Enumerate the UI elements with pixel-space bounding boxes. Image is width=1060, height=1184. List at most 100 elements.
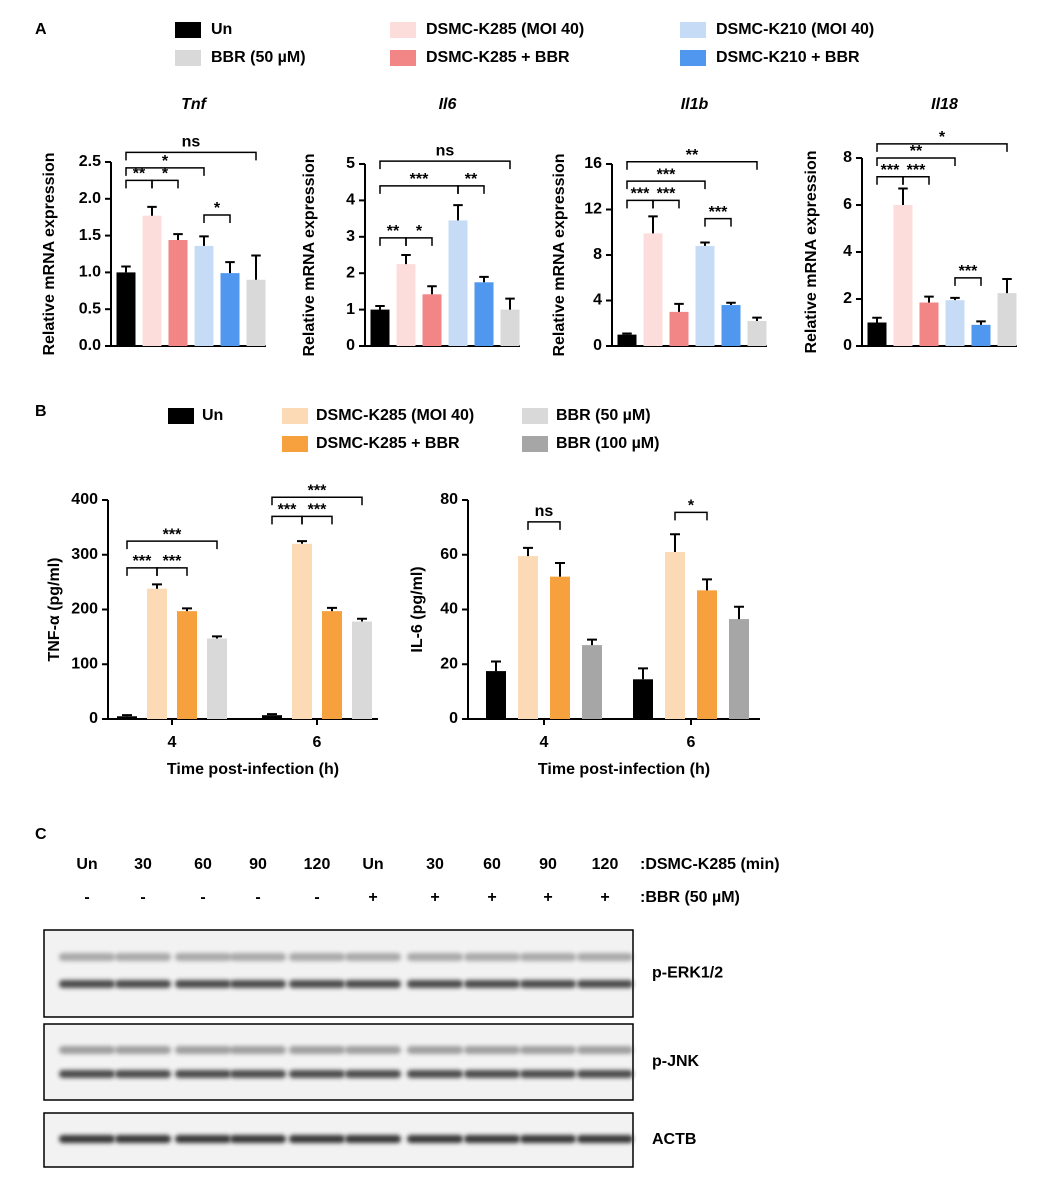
error-bar bbox=[1002, 278, 1012, 294]
legend-label: BBR (50 µM) bbox=[211, 49, 306, 66]
legend-label: DSMC-K210 (MOI 40) bbox=[716, 21, 874, 38]
error-bar bbox=[479, 275, 489, 283]
bar bbox=[168, 240, 188, 346]
blot-band bbox=[289, 1070, 345, 1078]
error-bar bbox=[427, 285, 437, 295]
bar bbox=[207, 638, 227, 719]
blot-label: p-ERK1/2 bbox=[652, 965, 723, 982]
blot-band bbox=[520, 1070, 576, 1078]
bar bbox=[919, 302, 939, 346]
significance-bracket bbox=[876, 157, 956, 166]
legend-label: DSMC-K285 (MOI 40) bbox=[426, 21, 584, 38]
blot-band bbox=[59, 1070, 115, 1078]
lane-label: 60 bbox=[483, 856, 501, 873]
significance-label: *** bbox=[959, 263, 978, 280]
significance-label: ** bbox=[910, 143, 923, 160]
bar bbox=[486, 671, 506, 719]
bar bbox=[997, 293, 1017, 346]
legend-swatch bbox=[390, 50, 416, 66]
significance-label: ** bbox=[133, 166, 146, 183]
blot-band bbox=[407, 1046, 463, 1054]
legend-swatch bbox=[282, 436, 308, 452]
treatment-label: - bbox=[84, 889, 89, 906]
significance-label: * bbox=[939, 129, 946, 146]
error-bar bbox=[752, 316, 762, 321]
error-bar bbox=[734, 605, 744, 620]
chart-title: Tnf bbox=[181, 96, 208, 113]
significance-bracket bbox=[125, 167, 205, 176]
y-tick-label: 8 bbox=[843, 149, 852, 166]
significance-label: *** bbox=[278, 502, 297, 519]
error-bar bbox=[726, 301, 736, 306]
significance-bracket bbox=[151, 179, 179, 189]
blot-band bbox=[115, 980, 171, 988]
significance-bracket bbox=[125, 151, 257, 161]
lane-label: 120 bbox=[592, 856, 619, 873]
bar bbox=[246, 279, 266, 346]
significance-label: ** bbox=[387, 223, 400, 240]
error-bar bbox=[199, 235, 209, 246]
blot-band bbox=[115, 1070, 171, 1078]
blot-band bbox=[230, 1046, 286, 1054]
significance-bracket bbox=[626, 160, 758, 170]
error-bar bbox=[267, 713, 277, 716]
lane-label: 60 bbox=[194, 856, 212, 873]
bar bbox=[518, 556, 538, 719]
significance-label: *** bbox=[163, 553, 182, 570]
bar bbox=[643, 233, 663, 346]
bar bbox=[971, 324, 991, 346]
error-bar bbox=[950, 296, 960, 301]
bar bbox=[194, 245, 214, 346]
bar bbox=[945, 300, 965, 346]
y-tick-label: 2 bbox=[843, 290, 852, 307]
significance-label: *** bbox=[657, 166, 676, 183]
bar bbox=[721, 305, 741, 346]
blot-band bbox=[407, 1135, 463, 1143]
lane-label: 30 bbox=[426, 856, 444, 873]
error-bar bbox=[670, 533, 680, 553]
bar bbox=[500, 309, 520, 346]
legend-swatch bbox=[282, 408, 308, 424]
error-bar bbox=[152, 583, 162, 589]
blot-band bbox=[345, 953, 401, 961]
legend-swatch bbox=[168, 408, 194, 424]
legend-label: Un bbox=[211, 21, 232, 38]
y-tick-label: 2.0 bbox=[79, 190, 101, 207]
significance-label: ** bbox=[465, 171, 478, 188]
x-tick-label: 4 bbox=[540, 734, 549, 751]
y-tick-label: 2.5 bbox=[79, 153, 101, 170]
y-tick-label: 100 bbox=[71, 655, 98, 672]
blot-band bbox=[175, 1070, 231, 1078]
error-bar bbox=[357, 617, 367, 622]
y-tick-label: 40 bbox=[440, 601, 458, 618]
bar bbox=[550, 576, 570, 719]
blot-band bbox=[289, 953, 345, 961]
significance-bracket bbox=[301, 515, 333, 525]
y-tick-label: 80 bbox=[440, 491, 458, 508]
error-bar bbox=[700, 241, 710, 246]
blot-band bbox=[520, 1135, 576, 1143]
bar bbox=[396, 264, 416, 346]
y-axis-label: TNF-α (pg/ml) bbox=[46, 557, 63, 661]
lane-label: 30 bbox=[134, 856, 152, 873]
y-tick-label: 12 bbox=[584, 201, 602, 218]
blot-band bbox=[577, 1070, 633, 1078]
blot-band bbox=[464, 980, 520, 988]
blot-band bbox=[115, 953, 171, 961]
y-tick-label: 0 bbox=[449, 710, 458, 727]
legend-label: DSMC-K285 + BBR bbox=[426, 49, 570, 66]
x-tick-label: 6 bbox=[313, 734, 322, 751]
y-tick-label: 0 bbox=[593, 337, 602, 354]
error-bar bbox=[173, 233, 183, 241]
significance-label: *** bbox=[133, 553, 152, 570]
error-bar bbox=[297, 540, 307, 544]
error-bar bbox=[212, 635, 222, 639]
error-bar bbox=[555, 561, 565, 577]
blot-band bbox=[464, 953, 520, 961]
error-bar bbox=[898, 187, 908, 205]
bar bbox=[617, 334, 637, 346]
significance-bracket bbox=[674, 511, 708, 521]
y-tick-label: 0 bbox=[843, 337, 852, 354]
error-bar bbox=[225, 261, 235, 274]
